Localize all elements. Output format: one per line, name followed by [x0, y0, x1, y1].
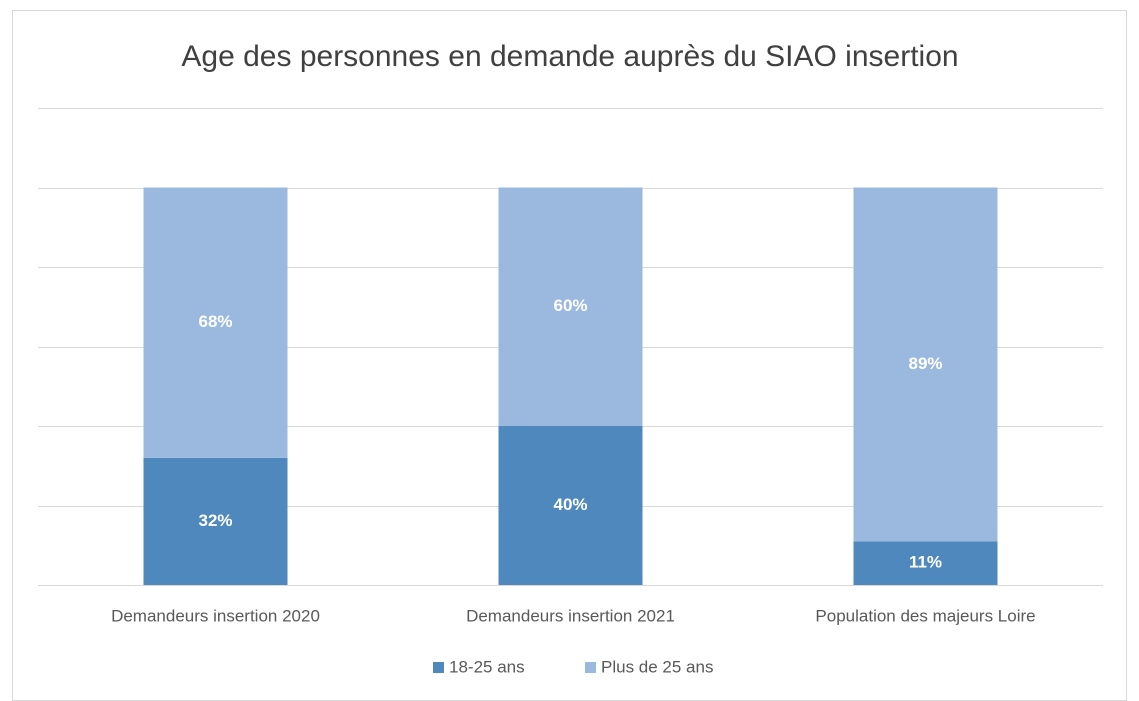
- x-tick-label: Demandeurs insertion 2020: [111, 606, 320, 625]
- data-label: 68%: [198, 312, 232, 331]
- x-tick-label: Demandeurs insertion 2021: [466, 606, 675, 625]
- legend-label: 18-25 ans: [449, 657, 525, 676]
- legend-label: Plus de 25 ans: [601, 657, 713, 676]
- x-tick-label: Population des majeurs Loire: [815, 606, 1035, 625]
- data-label: 32%: [198, 511, 232, 530]
- data-label: 11%: [909, 553, 942, 572]
- bar-segment: [498, 426, 643, 585]
- bar-segment: [143, 187, 288, 458]
- data-label: 60%: [553, 296, 587, 315]
- bar-segment: [143, 457, 288, 585]
- data-label: 89%: [908, 354, 942, 373]
- data-label: 40%: [553, 495, 587, 514]
- legend-swatch: [433, 662, 444, 673]
- bar-segment: [853, 541, 998, 585]
- bar-segment: [498, 187, 643, 426]
- chart-title: Age des personnes en demande auprès du S…: [181, 40, 958, 73]
- bar-segment: [853, 187, 998, 542]
- legend-swatch: [585, 662, 596, 673]
